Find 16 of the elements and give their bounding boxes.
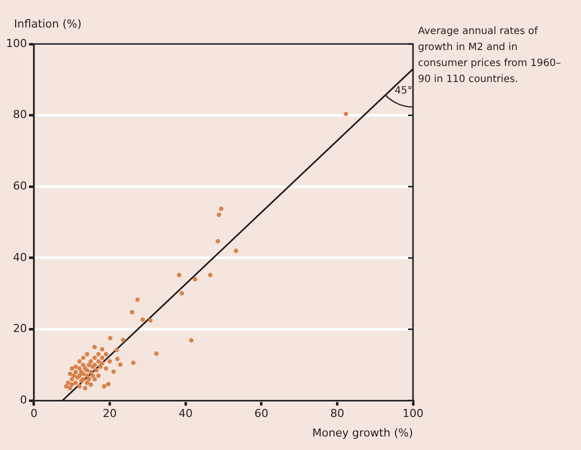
x-tick-label: 80 [330, 407, 344, 420]
x-tick-label: 0 [30, 407, 38, 420]
y-tick-label: 100 [6, 36, 27, 50]
y-tick-label: 0 [20, 393, 27, 406]
x-tick-label: 20 [102, 407, 117, 420]
y-tick-label: 60 [12, 180, 27, 192]
annotation: 45° [394, 86, 412, 97]
y-tick-label: 20 [12, 322, 27, 336]
y-tick-label: 80 [12, 108, 27, 122]
y-axis-title: Inflation (%) [14, 17, 82, 30]
y-tick-label: 40 [12, 250, 27, 264]
x-tick-label: 40 [178, 407, 193, 420]
text: Average annual rates of growth in M2 and in consumer prices from 1960–90 in 110 countries. [418, 25, 562, 87]
x-axis-title: Money growth (%) [312, 426, 413, 440]
x-tick-label: 100 [402, 407, 424, 420]
x-tick-label: 60 [254, 407, 268, 420]
